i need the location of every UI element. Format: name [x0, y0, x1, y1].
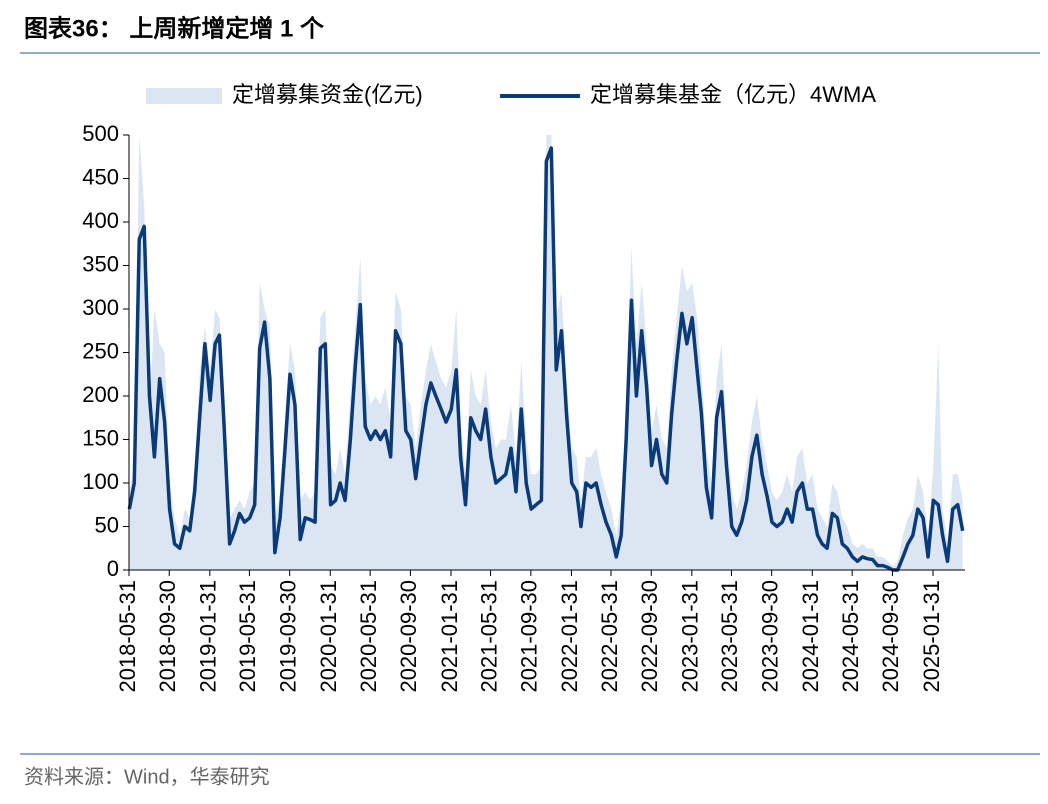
area-series [129, 135, 963, 570]
x-tick-label: 2022-05-31 [597, 580, 622, 693]
y-tick-label: 500 [82, 121, 119, 146]
x-tick-label: 2019-01-31 [196, 580, 221, 693]
y-tick-label: 350 [82, 251, 119, 276]
x-tick-label: 2022-01-31 [557, 580, 582, 693]
x-tick-label: 2019-05-31 [235, 580, 260, 693]
y-tick-label: 50 [95, 512, 119, 537]
x-tick-label: 2018-09-30 [155, 580, 180, 693]
x-tick-label: 2025-01-31 [919, 580, 944, 693]
legend-swatch [146, 88, 222, 104]
legend-label: 定增募集资金(亿元) [232, 82, 423, 107]
x-tick-label: 2024-05-31 [838, 580, 863, 693]
x-tick-label: 2024-01-31 [798, 580, 823, 693]
x-tick-label: 2024-09-30 [878, 580, 903, 693]
y-tick-label: 100 [82, 469, 119, 494]
line-series [127, 146, 965, 572]
x-tick-label: 2020-09-30 [396, 580, 421, 693]
y-tick-label: 0 [107, 556, 119, 581]
x-tick-label: 2023-01-31 [678, 580, 703, 693]
x-tick-label: 2021-01-31 [437, 580, 462, 693]
x-tick-label: 2018-05-31 [115, 580, 140, 693]
x-tick-label: 2019-09-30 [275, 580, 300, 693]
x-tick-label: 2021-05-31 [476, 580, 501, 693]
x-tick-label: 2020-05-31 [356, 580, 381, 693]
y-tick-label: 250 [82, 338, 119, 363]
legend-label: 定增募集基金（亿元）4WMA [590, 82, 876, 107]
x-tick-label: 2023-09-30 [757, 580, 782, 693]
x-tick-label: 2022-09-30 [637, 580, 662, 693]
y-tick-label: 400 [82, 208, 119, 233]
y-tick-label: 150 [82, 425, 119, 450]
y-tick-label: 200 [82, 382, 119, 407]
source-note: 资料来源：Wind，华泰研究 [24, 765, 270, 788]
x-tick-label: 2021-09-30 [517, 580, 542, 693]
chart-title: 图表36： 上周新增定增 1 个 [24, 14, 325, 42]
y-tick-label: 300 [82, 295, 119, 320]
x-tick-label: 2020-01-31 [316, 580, 341, 693]
y-tick-label: 450 [82, 164, 119, 189]
x-tick-label: 2023-05-31 [717, 580, 742, 693]
